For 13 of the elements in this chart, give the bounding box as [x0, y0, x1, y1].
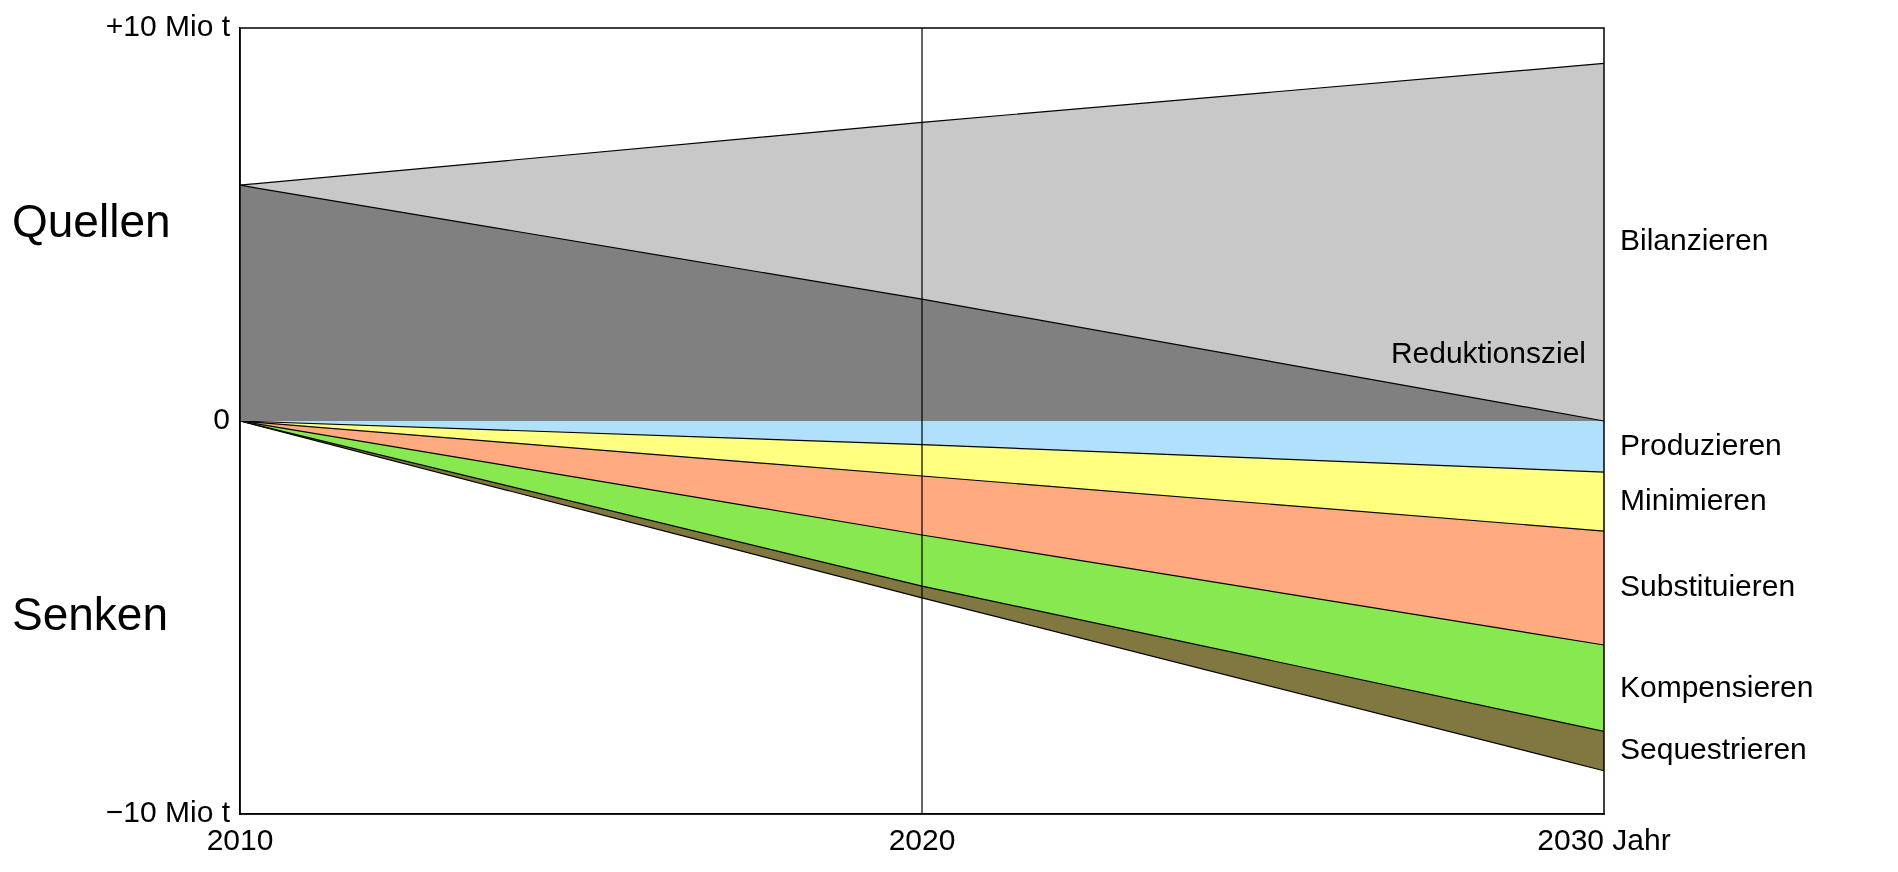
- series-label: Minimieren: [1620, 482, 1767, 516]
- text: Quellen: [12, 195, 171, 248]
- x-tick-label: 2030 Jahr: [1537, 823, 1671, 857]
- text: Senken: [12, 588, 169, 641]
- series-label: Kompensieren: [1620, 669, 1814, 703]
- y-tick-label: 0: [213, 402, 230, 436]
- x-tick-label: 2020: [888, 823, 956, 857]
- y-tick-label: +10 Mio t: [105, 9, 231, 43]
- series-label: Sequestrieren: [1620, 732, 1807, 766]
- series-label: Bilanzieren: [1620, 223, 1769, 257]
- series-label: Substituieren: [1620, 569, 1796, 603]
- series-label: Produzieren: [1620, 427, 1782, 461]
- series-label: Reduktionsziel: [1390, 335, 1586, 369]
